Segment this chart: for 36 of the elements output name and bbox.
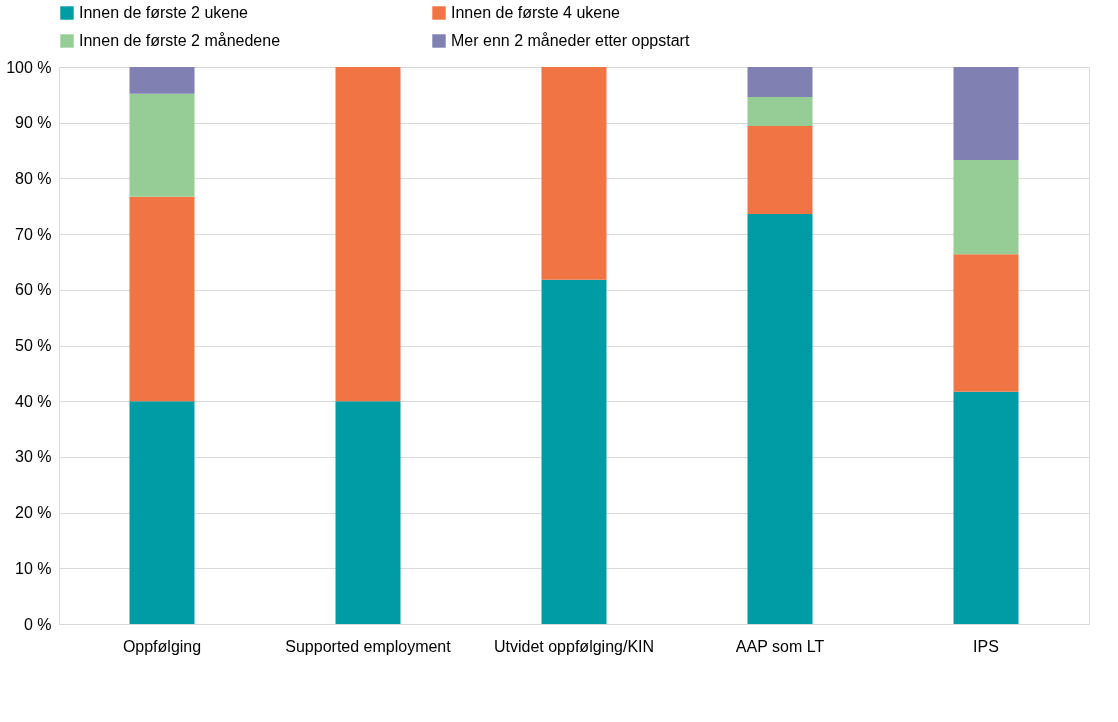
y-tick-label: 100 % — [6, 58, 52, 76]
bar — [335, 401, 401, 624]
bar — [541, 67, 607, 280]
bar — [129, 93, 195, 197]
bar — [747, 67, 813, 98]
bar — [129, 401, 195, 624]
y-tick-label: 70 % — [15, 225, 52, 243]
bar — [129, 196, 195, 402]
bar — [953, 67, 1019, 161]
bar — [953, 254, 1019, 392]
y-tick-label: 40 % — [15, 392, 52, 410]
x-tick-label: Supported employment — [285, 637, 452, 655]
y-tick-label: 20 % — [15, 504, 52, 522]
bar — [747, 97, 813, 127]
y-tick-label: 0 % — [23, 615, 52, 633]
y-tick-label: 50 % — [15, 337, 52, 354]
legend-label: Mer enn 2 måneder etter oppstart — [451, 32, 690, 49]
bar — [129, 67, 195, 94]
y-tick-label: 10 % — [15, 559, 52, 577]
legend-label: Innen de første 2 ukene — [79, 4, 249, 21]
y-tick-label: 60 % — [15, 281, 52, 299]
y-tick-label: 80 % — [15, 169, 52, 187]
x-tick-label: Oppfølging — [122, 637, 202, 655]
legend-label: Innen de første 2 månedene — [79, 32, 281, 49]
bar — [953, 391, 1019, 624]
bar — [747, 214, 813, 624]
bar — [541, 279, 607, 624]
bar — [953, 160, 1019, 255]
y-tick-label: 30 % — [15, 448, 52, 466]
x-tick-label: AAP som LT — [735, 637, 825, 655]
bar — [335, 67, 401, 402]
x-tick-label: Utvidet oppfølging/KIN — [493, 637, 655, 655]
x-tick-label: IPS — [973, 637, 999, 655]
bar — [747, 126, 813, 215]
y-tick-label: 90 % — [15, 114, 52, 132]
legend-label: Innen de første 4 ukene — [451, 4, 621, 21]
